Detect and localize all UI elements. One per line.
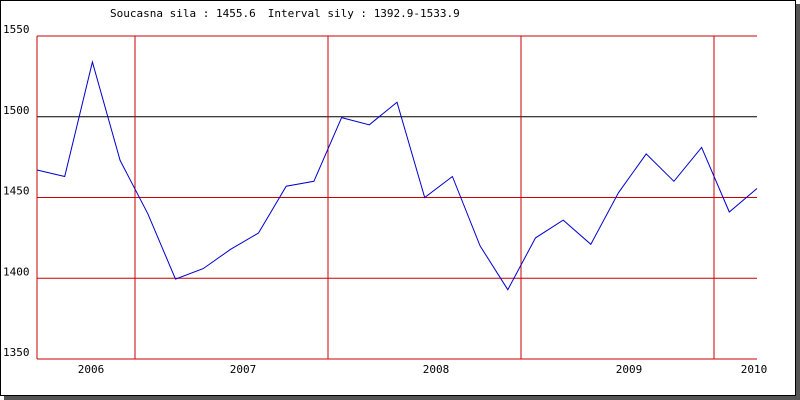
x-tick-label: 2008 — [423, 363, 450, 376]
x-axis-ticks: 2006 2007 2008 2009 2010 — [78, 363, 768, 376]
y-tick-label: 1450 — [3, 185, 30, 198]
y-axis-ticks: 1550 1500 1450 1400 1350 — [3, 23, 30, 359]
x-tick-label: 2007 — [230, 363, 257, 376]
chart-header: Soucasna sila : 1455.6 Interval sily : 13… — [110, 7, 460, 20]
x-tick-label: 2006 — [78, 363, 105, 376]
x-tick-label: 2010 — [741, 363, 768, 376]
y-tick-label: 1350 — [3, 346, 30, 359]
current-strength-label: Soucasna sila : — [110, 7, 216, 20]
x-tick-label: 2009 — [616, 363, 643, 376]
y-tick-label: 1500 — [3, 104, 30, 117]
series-layer — [36, 60, 758, 291]
strength-interval-value: 1392.9-1533.9 — [374, 7, 460, 20]
y-tick-label: 1400 — [3, 265, 30, 278]
series-line — [36, 60, 758, 291]
current-strength-value: 1455.6 — [216, 7, 256, 20]
grid — [36, 35, 757, 360]
y-tick-label: 1550 — [3, 23, 30, 36]
strength-interval-label: Interval sily : — [268, 7, 374, 20]
